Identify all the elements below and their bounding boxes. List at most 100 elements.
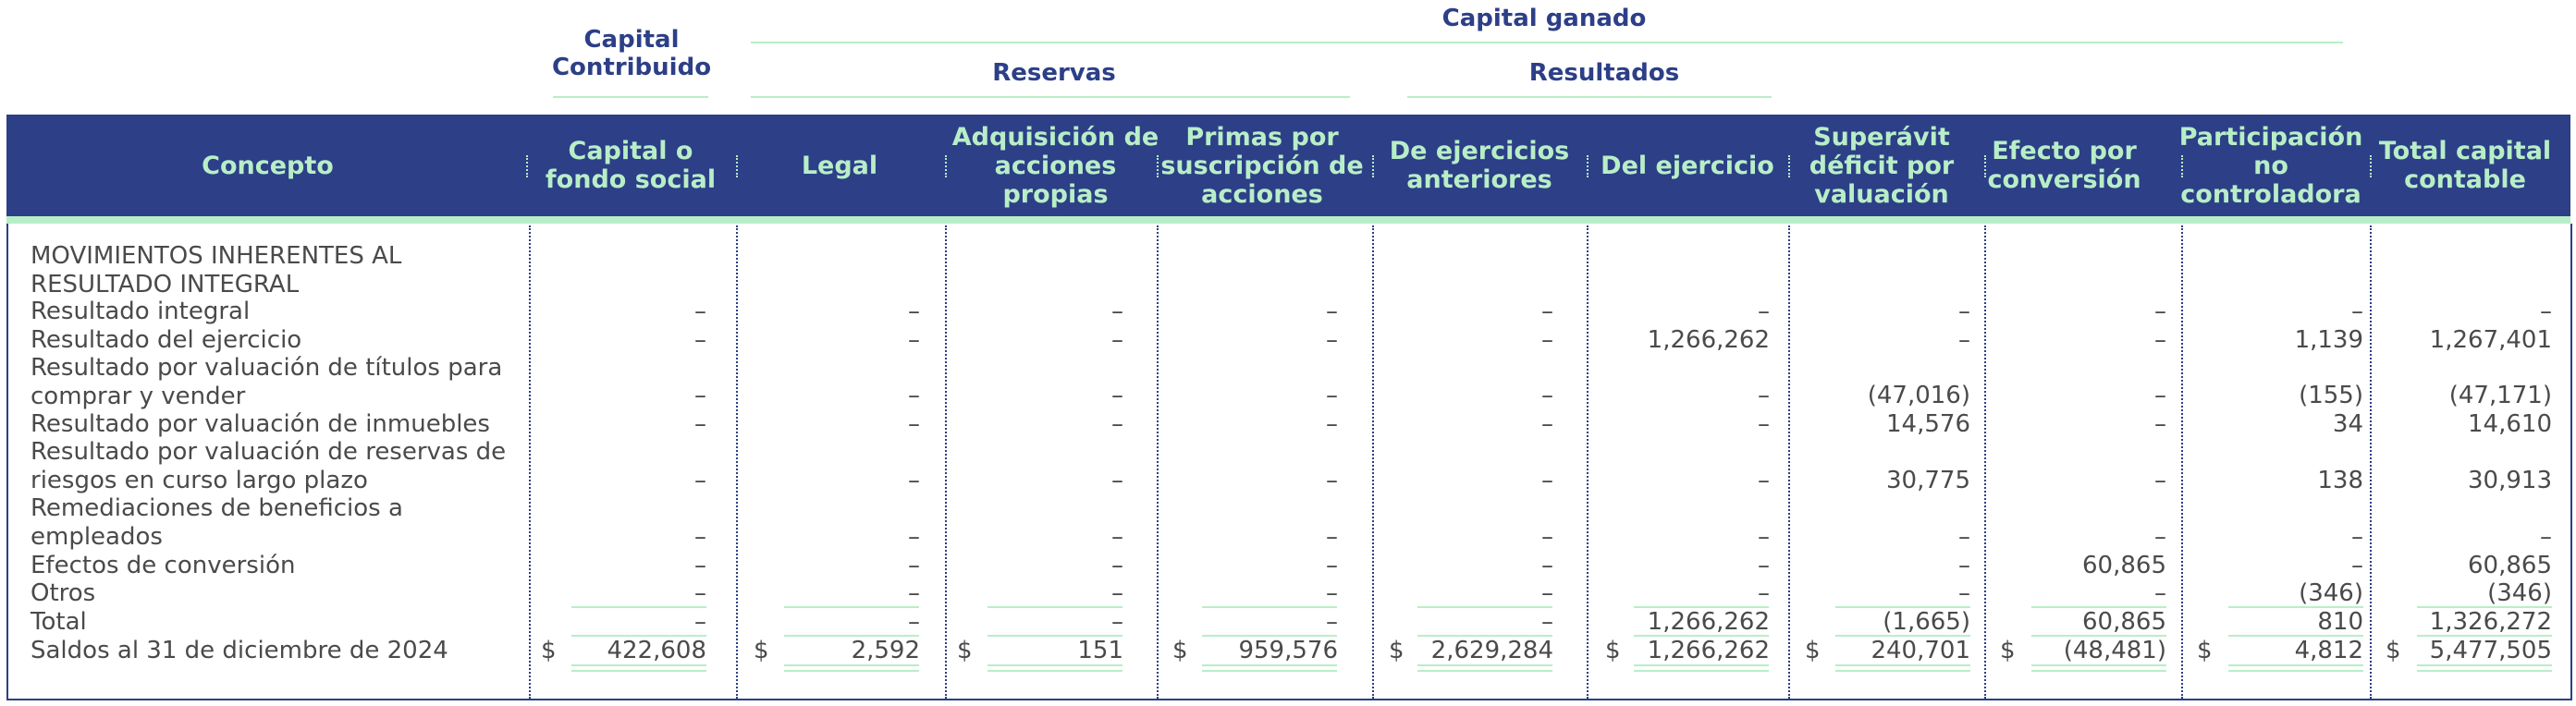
value-cell: 4,812: [2294, 637, 2363, 664]
value-cell: –: [2540, 298, 2552, 325]
value-cell: –: [1111, 410, 1123, 438]
col-header-capital-social: Capital o fondo social: [545, 137, 717, 194]
header-separator: [526, 155, 528, 177]
header-separator: [736, 155, 738, 177]
grand-total-rule: [2031, 664, 2166, 666]
value-cell: –: [1326, 298, 1338, 325]
value-cell: 30,913: [2468, 467, 2552, 494]
value-cell: –: [1758, 410, 1770, 438]
col-header-superavit: Superávit déficit por valuación: [1809, 122, 1955, 209]
row-label: Resultado por valuación de inmuebles: [31, 410, 490, 438]
grand-total-rule: [1835, 670, 1970, 672]
value-cell: 138: [2317, 467, 2363, 494]
subtotal-rule: [987, 606, 1122, 608]
value-cell: 1,139: [2294, 326, 2363, 354]
value-cell: –: [694, 608, 706, 636]
row-label: Efectos de conversión: [31, 552, 296, 579]
col-header-legal: Legal: [801, 151, 878, 180]
value-cell: 5,477,505: [2429, 637, 2552, 664]
value-cell: 1,267,401: [2429, 326, 2552, 354]
value-cell: –: [694, 552, 706, 579]
value-cell: –: [1758, 552, 1770, 579]
value-cell: –: [694, 410, 706, 438]
grand-total-rule: [571, 664, 706, 666]
col-header-primas: Primas por suscripción de acciones: [1160, 122, 1364, 209]
col-header-concepto: Concepto: [202, 151, 334, 180]
value-cell: –: [908, 467, 920, 494]
row-label: Remediaciones de beneficios a empleados: [31, 494, 403, 551]
value-cell: 30,775: [1886, 467, 1970, 494]
value-cell: 60,865: [2082, 552, 2166, 579]
header-separator: [1984, 155, 1986, 177]
col-header-participacion: Participación no controladora: [2178, 122, 2363, 209]
currency-symbol: $: [1172, 637, 1188, 664]
total-rule: [2228, 635, 2363, 637]
value-cell: –: [1111, 467, 1123, 494]
value-cell: –: [1958, 298, 1970, 325]
value-cell: –: [1111, 552, 1123, 579]
value-cell: 60,865: [2468, 552, 2552, 579]
currency-symbol: $: [1605, 637, 1621, 664]
value-cell: –: [1326, 608, 1338, 636]
subtotal-rule: [784, 606, 919, 608]
column-header-band: [6, 115, 2570, 216]
value-cell: –: [1758, 523, 1770, 551]
reservas-header: Reservas: [992, 59, 1116, 87]
column-separator: [1587, 225, 1589, 699]
value-cell: 422,608: [607, 637, 706, 664]
grand-total-rule: [784, 664, 919, 666]
header-separator: [2181, 155, 2183, 177]
value-cell: –: [2154, 579, 2166, 607]
column-header-bottom-rule: [6, 216, 2570, 224]
subtotal-rule: [2228, 606, 2363, 608]
header-separator: [1587, 155, 1589, 177]
grand-total-rule: [2228, 664, 2363, 666]
subtotal-rule: [1417, 606, 1552, 608]
row-label: Resultado del ejercicio: [31, 326, 302, 354]
value-cell: –: [908, 410, 920, 438]
subtotal-rule: [2417, 606, 2552, 608]
value-cell: –: [1326, 523, 1338, 551]
value-cell: –: [694, 579, 706, 607]
grand-total-rule: [1202, 670, 1337, 672]
header-separator: [1788, 155, 1790, 177]
value-cell: (346): [2299, 579, 2363, 607]
value-cell: –: [1958, 579, 1970, 607]
value-cell: 151: [1077, 637, 1123, 664]
capital-contribuido-header: Capital Contribuido: [551, 26, 712, 81]
grand-total-rule: [1835, 664, 1970, 666]
value-cell: –: [1541, 608, 1553, 636]
value-cell: 240,701: [1871, 637, 1970, 664]
value-cell: –: [1541, 298, 1553, 325]
row-label: Resultado por valuación de reservas de r…: [31, 438, 507, 494]
subtotal-rule: [1835, 606, 1970, 608]
value-cell: 34: [2332, 410, 2363, 438]
value-cell: (346): [2487, 579, 2552, 607]
value-cell: –: [908, 552, 920, 579]
grand-total-rule: [2417, 664, 2552, 666]
value-cell: –: [2351, 552, 2363, 579]
value-cell: –: [2154, 382, 2166, 409]
value-cell: –: [1541, 382, 1553, 409]
value-cell: 1,266,262: [1647, 608, 1770, 636]
value-cell: (47,171): [2448, 382, 2552, 409]
value-cell: –: [1326, 579, 1338, 607]
currency-symbol: $: [2000, 637, 2016, 664]
currency-symbol: $: [541, 637, 557, 664]
grand-total-rule: [1634, 670, 1769, 672]
value-cell: –: [1958, 552, 1970, 579]
value-cell: –: [908, 608, 920, 636]
value-cell: –: [1541, 326, 1553, 354]
total-rule: [987, 635, 1122, 637]
column-separator: [529, 225, 531, 699]
value-cell: 2,592: [851, 637, 920, 664]
col-header-total: Total capital contable: [2378, 137, 2552, 194]
value-cell: 1,266,262: [1647, 326, 1770, 354]
row-label: Total: [31, 608, 87, 636]
value-cell: –: [1326, 410, 1338, 438]
column-separator: [1372, 225, 1374, 699]
total-rule: [1634, 635, 1769, 637]
header-separator: [2370, 155, 2372, 177]
table-body-frame: [6, 224, 2572, 700]
header-separator: [1157, 155, 1159, 177]
